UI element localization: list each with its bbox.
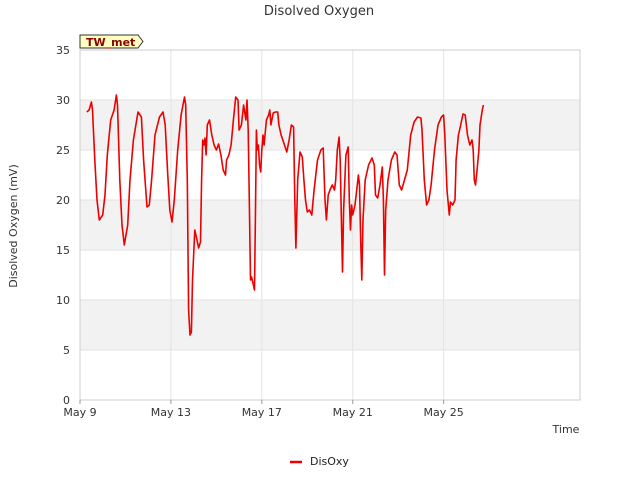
series-line-disoxy [86,94,485,336]
y-tick-label-35: 35 [56,44,70,57]
legend: DisOxy [290,455,349,468]
x-tick-label-0: May 9 [63,406,96,419]
band-25-30 [80,100,580,150]
y-axis-label: Disolved Oxygen (mV) [7,164,20,288]
x-tick-label-4: May 25 [424,406,464,419]
station-tag-box [79,34,144,49]
station-tag-label: TW_met [86,36,135,49]
y-tick-label-0: 0 [63,394,70,407]
chart-title: Disolved Oxygen [264,4,374,19]
band-5-10 [80,300,580,350]
x-axis-label: Time [552,423,580,436]
plot-border [79,49,581,401]
x-tick-label-3: May 21 [333,406,373,419]
x-axis-ticks: May 9 May 13 May 17 May 21 May 25 [63,400,464,419]
y-tick-label-30: 30 [56,94,70,107]
station-tag: TW_met [79,34,144,49]
y-tick-label-25: 25 [56,144,70,157]
band-15-20 [80,200,580,250]
y-axis-ticks: 0 5 10 15 20 25 30 35 [56,44,70,407]
y-tick-label-5: 5 [63,344,70,357]
x-tick-label-1: May 13 [151,406,191,419]
y-tick-label-10: 10 [56,294,70,307]
legend-label: DisOxy [310,455,349,468]
x-tick-label-2: May 17 [242,406,282,419]
y-tick-label-15: 15 [56,244,70,257]
plot-bands [80,100,580,350]
y-tick-label-20: 20 [56,194,70,207]
series-layer [86,94,485,336]
